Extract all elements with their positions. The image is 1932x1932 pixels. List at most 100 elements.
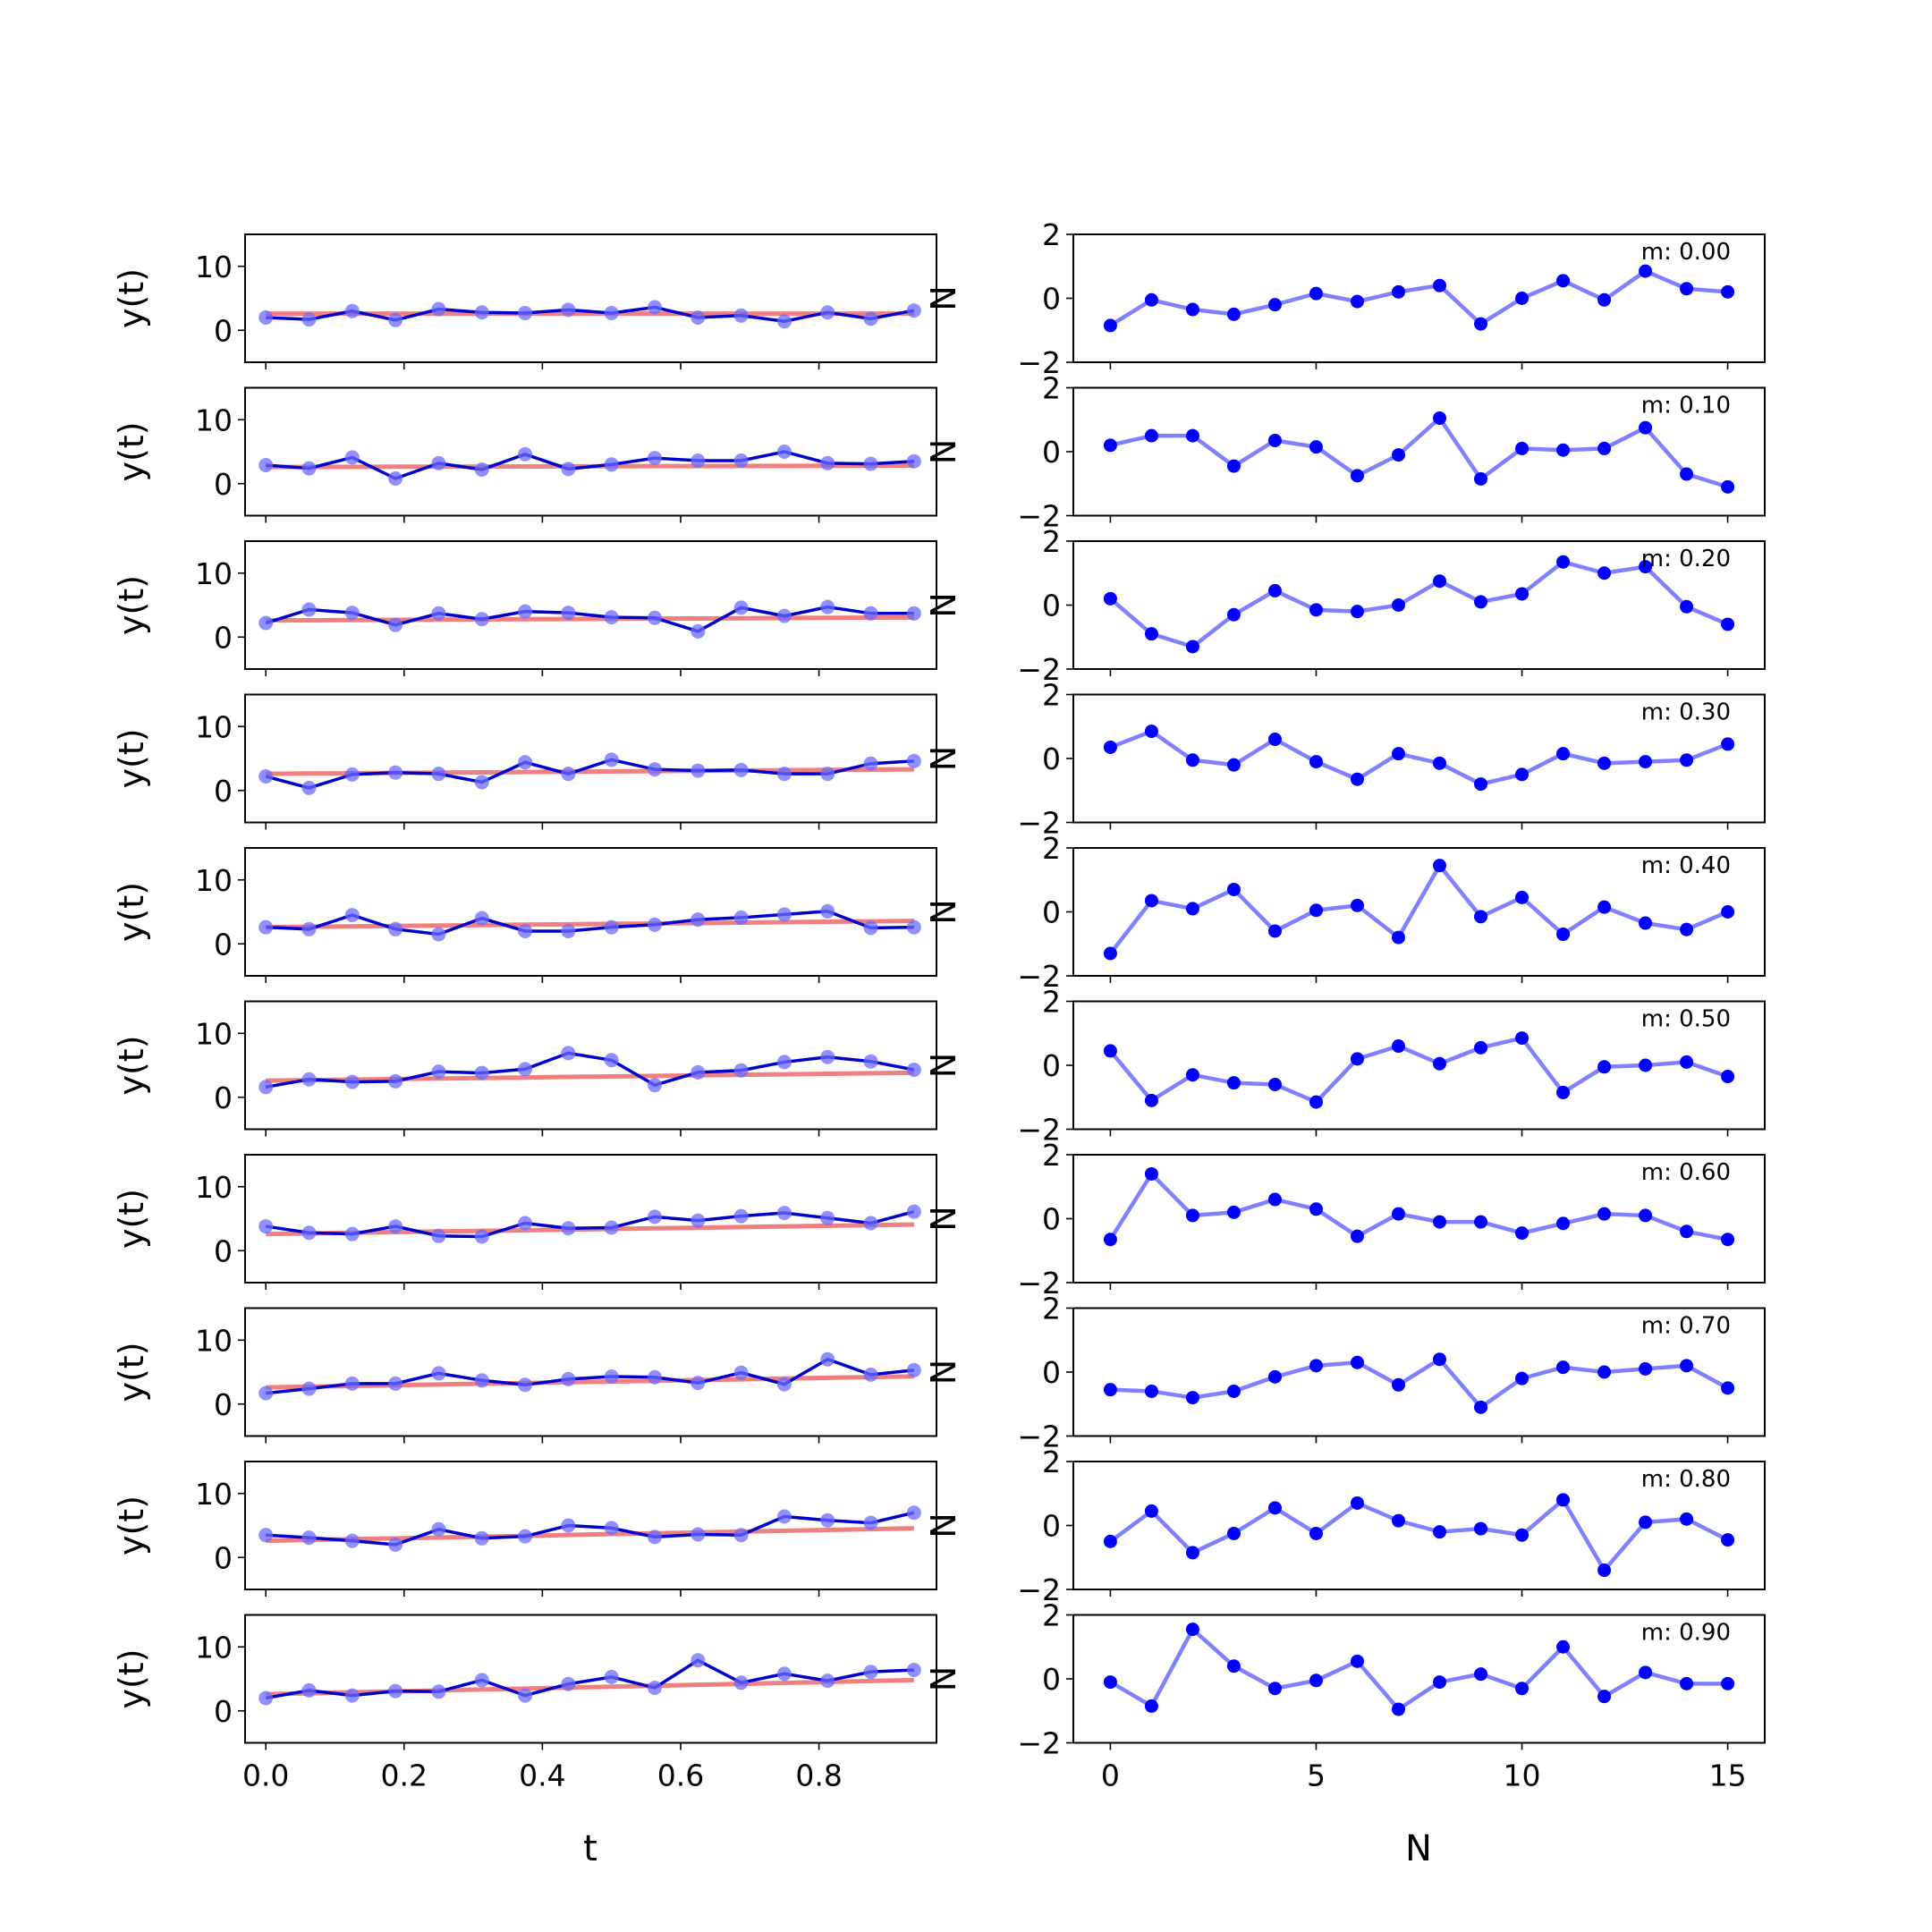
residual-line bbox=[1108, 1170, 1729, 1241]
y-tick-label: 0 bbox=[214, 1540, 233, 1575]
data-point bbox=[258, 458, 274, 473]
data-point bbox=[301, 1225, 317, 1241]
left-panel-7: 0 10 y(t) bbox=[112, 1307, 937, 1444]
residual-point bbox=[1474, 1215, 1488, 1229]
data-point bbox=[431, 606, 446, 621]
residual-line bbox=[1108, 861, 1729, 955]
data-point bbox=[648, 1530, 663, 1545]
residual-point bbox=[1226, 607, 1241, 622]
axes-frame bbox=[1072, 540, 1766, 670]
residual-point bbox=[1474, 317, 1488, 331]
residual-point bbox=[1556, 1640, 1571, 1654]
y-tick-label: 10 bbox=[195, 1016, 233, 1051]
data-point bbox=[561, 1676, 576, 1691]
residual-point bbox=[1391, 1207, 1405, 1221]
residual-point bbox=[1680, 1512, 1694, 1526]
residual-point bbox=[1185, 302, 1199, 317]
y-axis-label: N bbox=[924, 592, 963, 617]
y-tick-label: 0 bbox=[214, 774, 233, 809]
residual-point bbox=[1309, 440, 1323, 454]
data-point bbox=[344, 1376, 360, 1391]
y-tick-label: 0 bbox=[214, 313, 233, 348]
y-tick-label: 0 bbox=[1042, 1355, 1061, 1390]
residual-point bbox=[1515, 1682, 1530, 1696]
residual-point bbox=[1721, 617, 1735, 631]
left-panel-5: 0 10 y(t) bbox=[112, 1000, 937, 1137]
data-point bbox=[604, 752, 619, 767]
residual-point bbox=[1144, 428, 1158, 443]
residual-point bbox=[1639, 1361, 1653, 1376]
residual-point bbox=[1597, 1365, 1612, 1379]
residual-point bbox=[1391, 598, 1405, 612]
data-point bbox=[776, 445, 792, 459]
data-point bbox=[906, 453, 921, 469]
residual-point bbox=[1103, 946, 1117, 961]
x-tick-label: 0.4 bbox=[519, 1758, 565, 1793]
data-point bbox=[863, 1367, 878, 1382]
data-point bbox=[820, 1049, 835, 1064]
data-point bbox=[863, 1515, 878, 1530]
y-axis-label: N bbox=[924, 1053, 963, 1078]
axes-frame bbox=[1072, 1461, 1766, 1590]
axes-frame bbox=[244, 1614, 937, 1744]
axes-frame bbox=[244, 1000, 937, 1131]
y-tick-label: 0 bbox=[214, 620, 233, 655]
data-point bbox=[518, 1688, 533, 1703]
residual-point bbox=[1597, 292, 1612, 307]
residual-point bbox=[1680, 282, 1694, 296]
x-tick-label: 0.2 bbox=[381, 1758, 428, 1793]
right-panel-1: −2 0 2 Nm: 0.10 bbox=[924, 371, 1766, 534]
residual-point bbox=[1721, 1233, 1735, 1247]
residual-point bbox=[1103, 1044, 1117, 1058]
residual-point bbox=[1680, 1676, 1694, 1690]
residual-line bbox=[1108, 559, 1729, 649]
left-panel-2: 0 10 y(t) bbox=[112, 540, 937, 676]
data-line bbox=[265, 1051, 915, 1089]
residual-point bbox=[1433, 756, 1447, 770]
data-point bbox=[906, 303, 921, 318]
residual-point bbox=[1350, 1654, 1364, 1668]
data-point bbox=[518, 1216, 533, 1231]
y-tick-label: 0 bbox=[1042, 1509, 1061, 1544]
data-point bbox=[691, 309, 706, 325]
residual-point bbox=[1433, 1056, 1447, 1071]
data-point bbox=[648, 451, 663, 466]
residual-point bbox=[1103, 318, 1117, 333]
residual-point bbox=[1515, 441, 1530, 455]
residual-point bbox=[1350, 1229, 1364, 1243]
residual-point bbox=[1680, 753, 1694, 767]
data-point bbox=[561, 606, 576, 621]
residual-point bbox=[1267, 1192, 1282, 1207]
residual-point bbox=[1597, 756, 1612, 770]
data-point bbox=[906, 606, 921, 621]
y-tick-label: 0 bbox=[214, 927, 233, 962]
x-tick-label: 0 bbox=[1101, 1758, 1120, 1793]
data-point bbox=[431, 927, 446, 942]
x-tick-label: 0.0 bbox=[242, 1758, 289, 1793]
data-point bbox=[863, 1665, 878, 1680]
residual-point bbox=[1556, 928, 1571, 942]
residual-point bbox=[1267, 1369, 1282, 1384]
fit-line bbox=[266, 1070, 914, 1083]
data-line bbox=[265, 605, 914, 633]
data-point bbox=[604, 305, 619, 320]
data-point bbox=[863, 1054, 878, 1069]
residual-point bbox=[1185, 902, 1199, 916]
right-panel-7: −2 0 2 Nm: 0.70 bbox=[924, 1292, 1766, 1454]
y-tick-label: −2 bbox=[1017, 652, 1061, 687]
residual-point bbox=[1226, 1384, 1241, 1398]
data-point bbox=[776, 767, 792, 782]
left-panel-0: 0 10 y(t) bbox=[112, 233, 937, 369]
residual-point bbox=[1597, 900, 1612, 914]
residual-point bbox=[1103, 591, 1117, 606]
residual-point bbox=[1309, 755, 1323, 769]
axes-frame bbox=[1072, 1000, 1766, 1131]
axes-frame bbox=[1072, 1307, 1766, 1437]
data-point bbox=[691, 1527, 706, 1542]
residual-point bbox=[1185, 1623, 1199, 1637]
residual-point bbox=[1226, 1205, 1241, 1219]
y-axis-label: y(t) bbox=[112, 575, 151, 635]
data-point bbox=[906, 1505, 921, 1521]
residual-point bbox=[1391, 747, 1405, 761]
